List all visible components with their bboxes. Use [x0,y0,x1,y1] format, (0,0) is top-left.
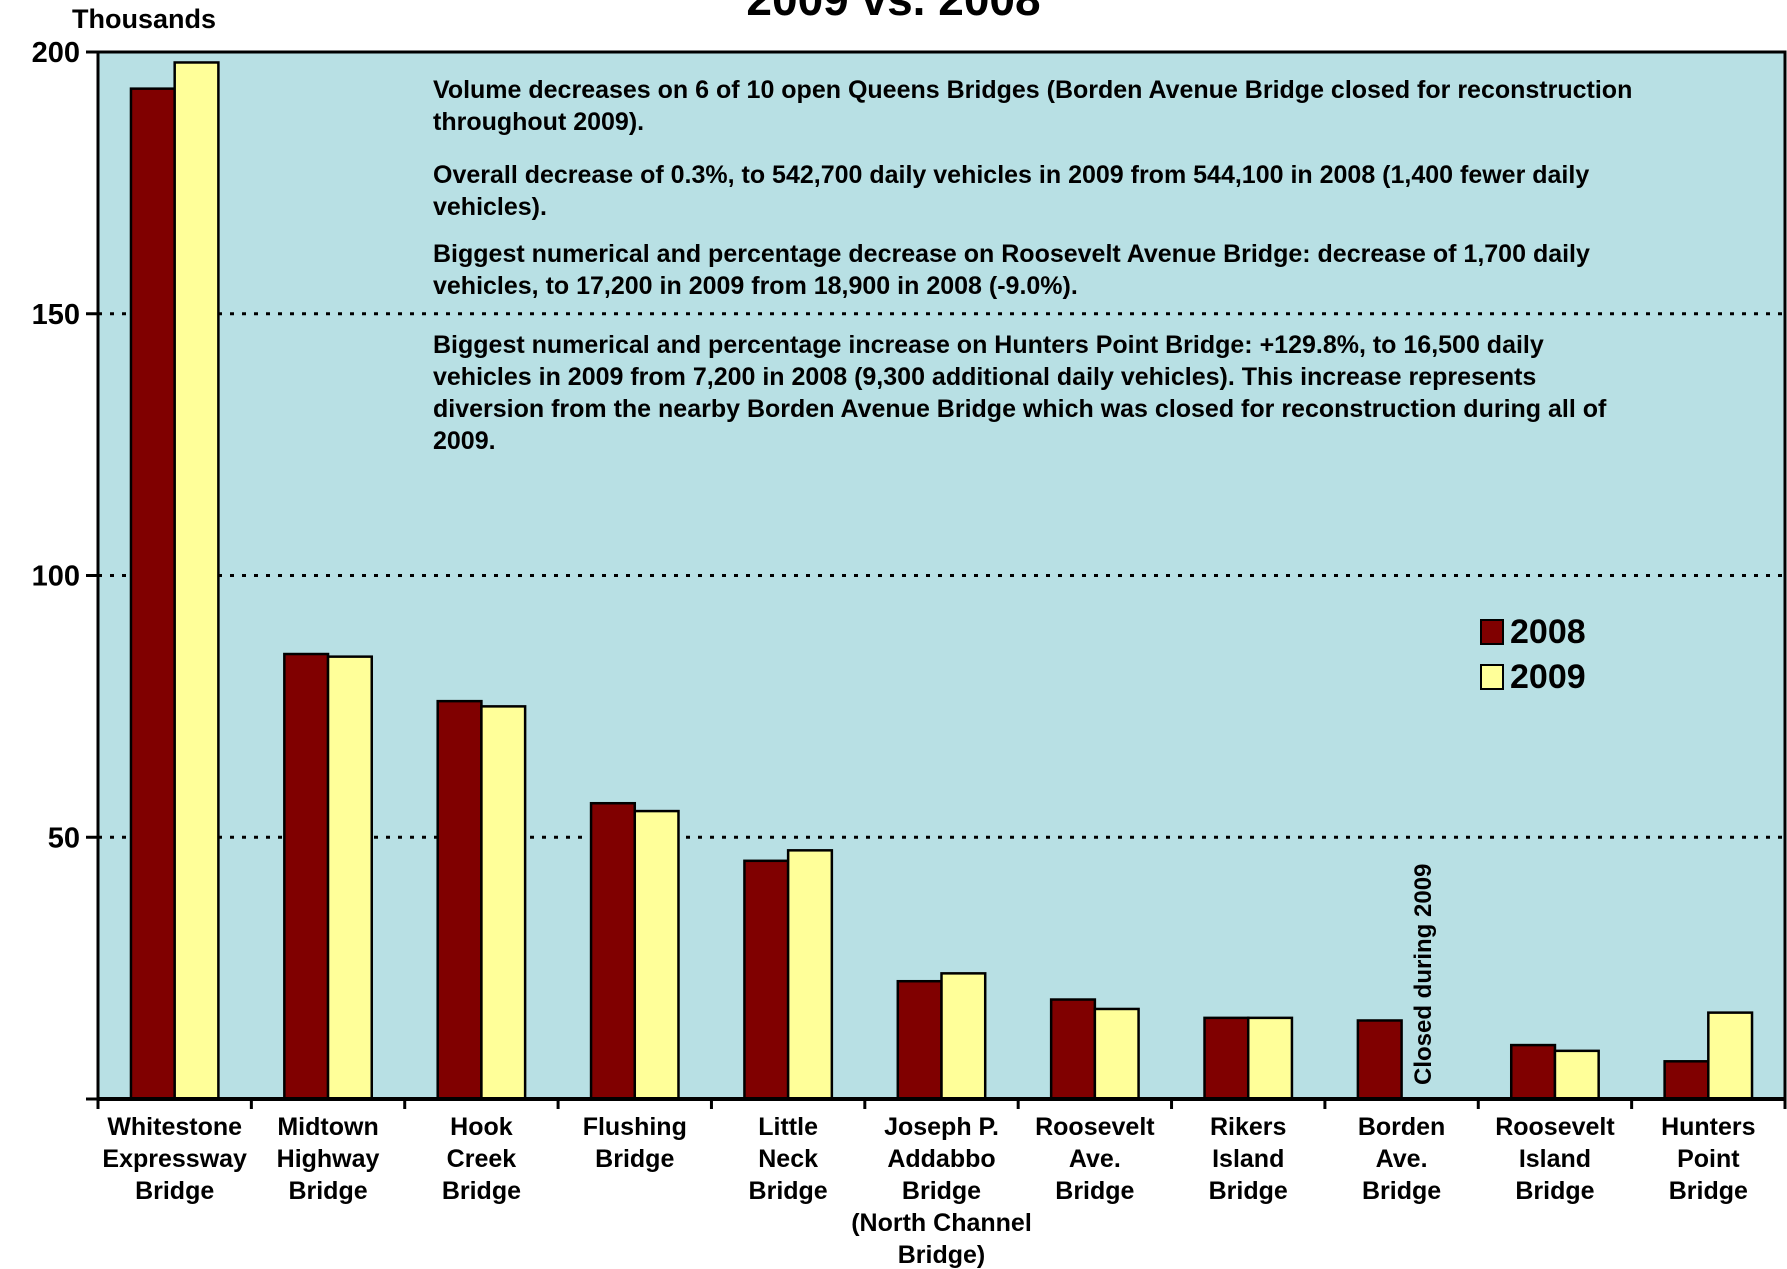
bar-2008-3 [589,801,637,1101]
x-tick-label-5-2: Bridge [902,1177,981,1205]
annotation-4: Biggest numerical and percentage increas… [433,331,1607,455]
legend-item-2008: 2008 [1480,612,1586,652]
x-tick-label-2-0: Hook [450,1113,513,1141]
bar-2009-5 [940,972,987,1101]
bar-2009-0 [173,61,220,1101]
x-tick-label-9-2: Bridge [1515,1177,1594,1205]
x-tick-label-10-1: Point [1677,1145,1740,1173]
legend-swatch-2009 [1480,664,1504,691]
x-tick-label-8-2: Bridge [1362,1177,1441,1205]
x-tick-label-2-1: Creek [447,1145,517,1173]
x-tick-label-5-3: (North Channel [851,1209,1032,1237]
x-tick-label-6-1: Ave. [1069,1145,1121,1173]
x-tick-label-4-2: Bridge [749,1177,828,1205]
x-tick-label-4-0: Little [758,1113,818,1141]
x-tick-label-6-2: Bridge [1055,1177,1134,1205]
x-tick-label-7-1: Island [1212,1145,1284,1173]
bar-2009-10 [1707,1011,1754,1101]
axes [86,50,1787,1109]
y-tick-label-50: 50 [48,822,80,854]
bar-2009-4 [786,849,834,1101]
bar-2008-8 [1356,1019,1403,1101]
x-tick-label-1-0: Midtown [277,1113,378,1141]
labels: 50 100 150 200 Whitestone Expressway Bridge Mid… [32,37,1756,1269]
bar-2009-2 [480,705,527,1101]
x-tick-label-7-0: Rikers [1210,1113,1286,1141]
legend-label-2009: 2009 [1510,658,1586,696]
bar-2008-2 [436,699,483,1101]
x-tick-label-7-2: Bridge [1209,1177,1288,1205]
bar-2009-1 [326,655,374,1101]
x-tick-label-6-0: Roosevelt [1035,1113,1155,1141]
y-tick-label-100: 100 [32,561,80,593]
legend-item-2009: 2009 [1480,657,1586,697]
bar-2008-0 [129,87,176,1101]
bar-2008-9 [1509,1043,1557,1101]
bar-2009-9 [1553,1049,1600,1101]
x-tick-label-10-2: Bridge [1669,1177,1748,1205]
gridlines [98,312,1785,839]
x-tick-label-0-0: Whitestone [107,1113,242,1141]
chart-title: 2009 vs. 2008 [0,0,1787,26]
bar-2008-5 [896,979,943,1101]
x-tick-label-9-0: Roosevelt [1495,1113,1615,1141]
x-tick-label-5-1: Addabbo [887,1145,995,1173]
annotation-1: Volume decreases on 6 of 10 open Queens … [433,76,1633,136]
x-tick-label-8-0: Borden [1358,1113,1446,1141]
legend-label-2008: 2008 [1510,613,1586,651]
annotation-3: Biggest numerical and percentage decreas… [433,240,1590,300]
x-tick-label-0-2: Bridge [135,1177,214,1205]
x-tick-label-5-4: Bridge) [898,1241,986,1269]
bar-2009-3 [633,809,680,1101]
closed-note: Closed during 2009 [1410,863,1437,1085]
x-tick-label-3-1: Bridge [595,1145,674,1173]
x-tick-label-5-0: Joseph P. [884,1113,999,1141]
x-tick-label-1-1: Highway [277,1145,380,1173]
legend-swatch-2008 [1480,619,1504,646]
y-axis-label: Thousands [72,4,217,34]
x-tick-label-1-2: Bridge [288,1177,367,1205]
bar-2008-10 [1663,1060,1710,1101]
bar-2008-1 [283,652,330,1101]
y-tick-label-150: 150 [32,299,80,331]
x-tick-label-3-0: Flushing [583,1113,687,1141]
x-tick-label-9-1: Island [1519,1145,1591,1173]
x-tick-label-0-1: Expressway [102,1145,247,1173]
x-tick-label-4-1: Neck [758,1145,818,1173]
x-tick-label-8-1: Ave. [1376,1145,1428,1173]
annotation-2: Overall decrease of 0.3%, to 542,700 dai… [433,161,1590,221]
bar-2009-6 [1093,1007,1140,1101]
x-tick-label-10-0: Hunters [1661,1113,1755,1141]
x-tick-label-2-2: Bridge [442,1177,521,1205]
y-tick-label-200: 200 [32,37,80,69]
bar-2008-4 [743,859,790,1101]
bar-2009-7 [1246,1016,1294,1101]
bars [129,61,1754,1101]
bar-2008-6 [1049,998,1097,1101]
bar-2008-7 [1203,1016,1250,1101]
